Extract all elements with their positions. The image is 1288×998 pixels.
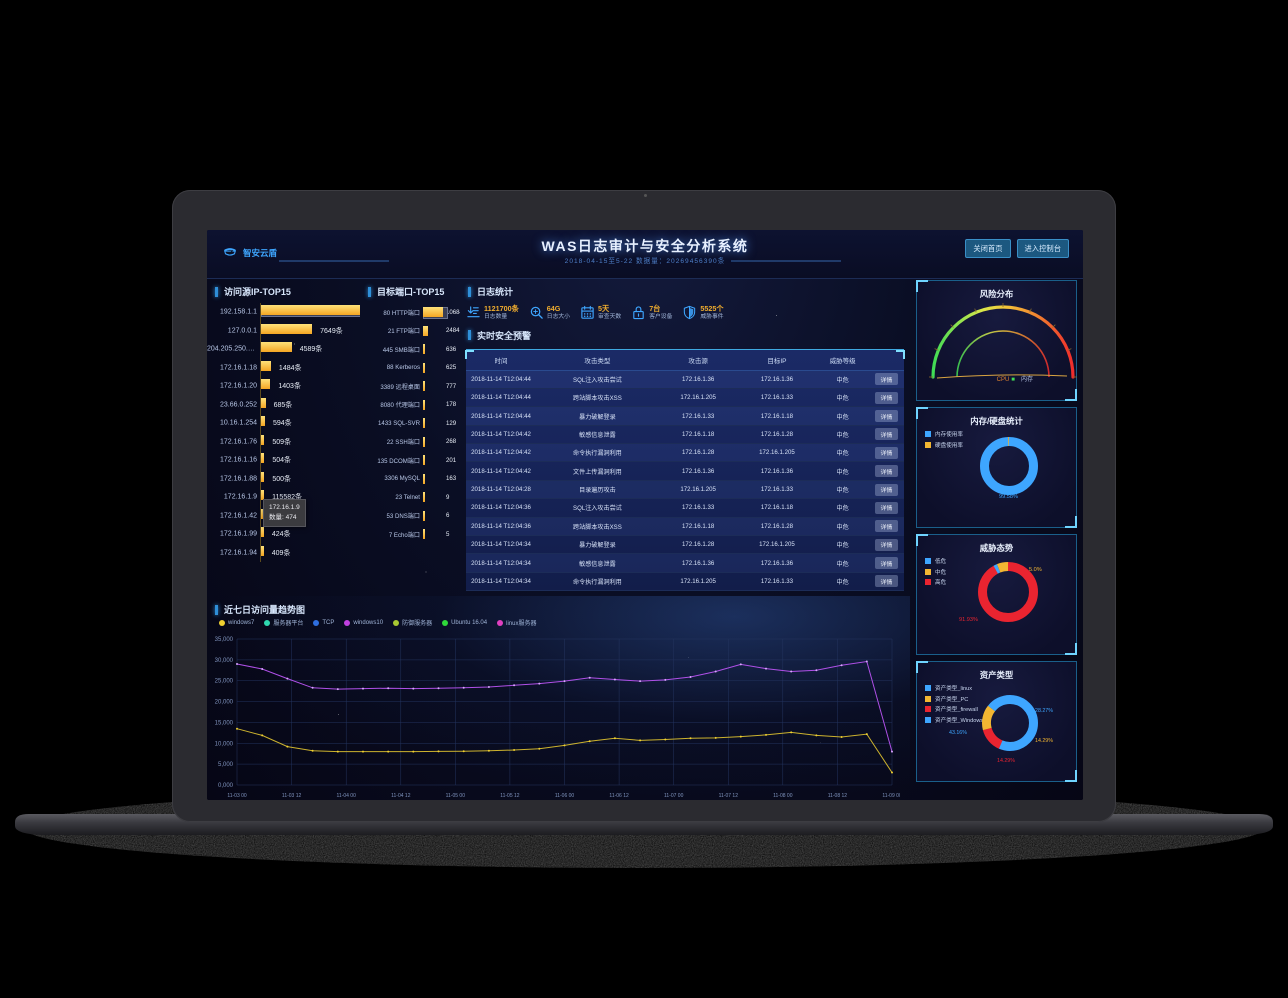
svg-text:11-08 00: 11-08 00	[773, 793, 793, 799]
svg-text:11-06 12: 11-06 12	[609, 793, 629, 799]
svg-text:5,000: 5,000	[218, 762, 234, 768]
svg-text:0,000: 0,000	[218, 783, 234, 789]
svg-text:11-07 12: 11-07 12	[719, 793, 739, 799]
svg-text:30,000: 30,000	[215, 658, 234, 664]
svg-text:11-05 00: 11-05 00	[446, 793, 466, 799]
svg-text:11-08 12: 11-08 12	[828, 793, 848, 799]
svg-text:11-03 12: 11-03 12	[282, 793, 302, 799]
svg-text:11-04 00: 11-04 00	[337, 793, 357, 799]
svg-text:25,000: 25,000	[215, 679, 234, 685]
svg-text:■: ■	[1011, 377, 1015, 383]
svg-text:11-03 00: 11-03 00	[227, 793, 247, 799]
svg-text:20,000: 20,000	[215, 700, 234, 706]
svg-text:11-06 00: 11-06 00	[555, 793, 575, 799]
svg-text:11-05 12: 11-05 12	[500, 793, 520, 799]
svg-text:11-04 12: 11-04 12	[391, 793, 411, 799]
svg-text:10,000: 10,000	[215, 741, 234, 747]
svg-text:11-09 00: 11-09 00	[882, 793, 900, 799]
svg-text:内存: 内存	[1021, 375, 1033, 383]
svg-text:CPU: CPU	[997, 377, 1010, 383]
svg-text:15,000: 15,000	[215, 720, 234, 726]
svg-text:11-07 00: 11-07 00	[664, 793, 684, 799]
svg-text:35,000: 35,000	[215, 637, 234, 643]
